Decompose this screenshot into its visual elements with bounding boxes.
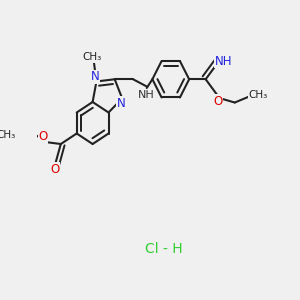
- Text: O: O: [51, 163, 60, 176]
- Text: N: N: [91, 70, 100, 83]
- Text: CH₃: CH₃: [0, 130, 16, 140]
- Text: NH: NH: [214, 55, 232, 68]
- Text: N: N: [116, 97, 125, 110]
- Text: CH₃: CH₃: [82, 52, 101, 62]
- Text: NH: NH: [138, 90, 154, 100]
- Text: O: O: [38, 130, 48, 143]
- Text: O: O: [214, 94, 223, 108]
- Text: Cl - H: Cl - H: [145, 242, 182, 256]
- Text: CH₃: CH₃: [248, 90, 267, 100]
